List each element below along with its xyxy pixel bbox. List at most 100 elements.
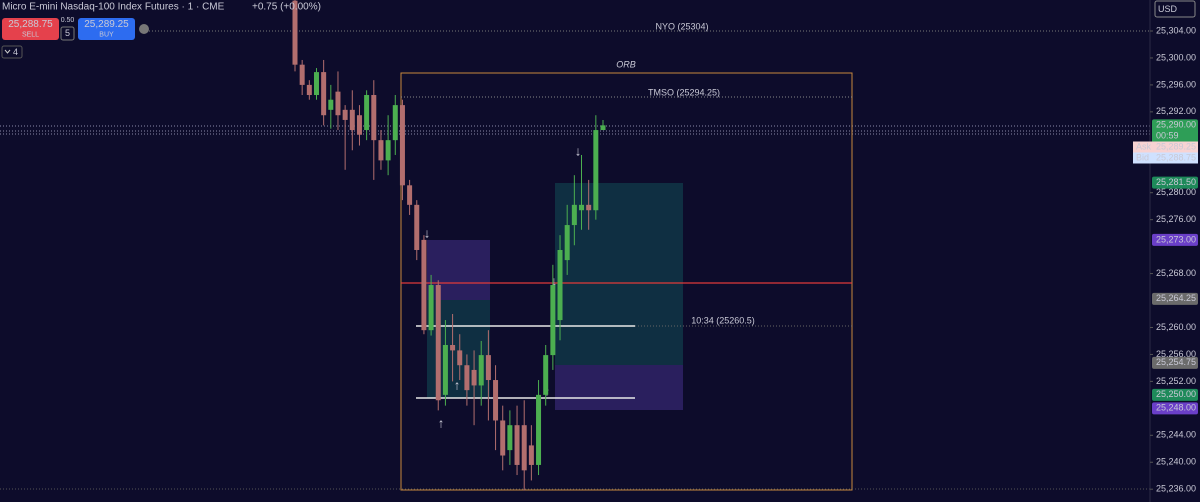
candle-body (536, 394, 542, 465)
candle-body (557, 249, 563, 321)
candle-body (464, 365, 470, 391)
price-change: +0.75 (+0.00%) (252, 2, 321, 13)
candle-body (335, 91, 341, 116)
y-tick-label: 25,240.00 (1156, 457, 1196, 467)
buy-button[interactable] (78, 18, 135, 40)
candle-body (321, 72, 327, 116)
candle-body (313, 72, 319, 96)
candle-body (478, 355, 484, 386)
candle-body (579, 204, 585, 211)
candle-body (349, 109, 355, 131)
candle-body (385, 140, 391, 161)
buy-price[interactable]: 25,289.25 (84, 19, 129, 30)
candle-body (328, 99, 334, 110)
y-tick-label: 25,300.00 (1156, 52, 1196, 62)
currency[interactable]: USD (1158, 4, 1178, 14)
sell-price[interactable]: 25,288.75 (8, 19, 53, 30)
price-axis-labels: 25,236.00 25,240.00 25,244.00 25,252.00 25,2… (1133, 25, 1198, 494)
sell-arrow: ↓ (551, 273, 558, 288)
ask-price: 25,289.25 (1156, 141, 1196, 151)
price-badge (1152, 356, 1198, 369)
candle-body (471, 369, 477, 386)
candle-body (392, 105, 398, 141)
price-badge (1152, 233, 1198, 246)
candle-body (571, 204, 577, 226)
price-badge-label: 25,273.00 (1156, 234, 1196, 244)
price-badge (1152, 119, 1198, 144)
annotation: 10:34 (25260.5) (691, 315, 755, 325)
candle-body (600, 125, 606, 131)
sell-arrow: ↓ (424, 225, 431, 240)
candle-body (306, 84, 312, 96)
candle-body (521, 425, 527, 471)
countdown: 00:59 (1156, 131, 1179, 141)
quantity[interactable]: 5 (65, 28, 70, 38)
indicators-count[interactable]: 4 (13, 47, 18, 57)
candle-body (500, 420, 506, 456)
y-tick-label: 25,236.00 (1156, 484, 1196, 494)
info-icon[interactable] (139, 24, 149, 34)
price-badge-label: 25,248.00 (1156, 403, 1196, 413)
price-badge-label: 25,281.50 (1156, 177, 1196, 187)
y-tick-label: 25,296.00 (1156, 79, 1196, 89)
candle-body (450, 344, 456, 351)
candle-body (356, 115, 362, 135)
price-badge (1152, 176, 1198, 189)
bid-tag: Bid (1136, 152, 1149, 162)
annotation: NYO (25304) (655, 21, 708, 31)
candle-body (507, 425, 513, 451)
spread: 0.50 (61, 17, 75, 24)
candle-body (593, 130, 599, 211)
candle-body (457, 350, 463, 366)
candle-body (378, 140, 384, 161)
sell-label[interactable]: SELL (22, 31, 39, 38)
bid-price: 25,288.75 (1156, 152, 1196, 162)
annotation: ORB (616, 59, 636, 69)
candle-body (421, 239, 427, 331)
quantity-box[interactable] (60, 26, 75, 41)
y-tick-label: 25,292.00 (1156, 106, 1196, 116)
annotation: TMSO (25294.25) (648, 87, 720, 97)
candle-body (407, 185, 413, 205)
price-badge (1152, 292, 1198, 305)
price-axis (1150, 0, 1200, 502)
sell-button[interactable] (2, 18, 59, 40)
candle-body (442, 344, 448, 395)
zone (555, 365, 683, 410)
candle-body (364, 95, 370, 131)
y-tick-label: 25,268.00 (1156, 268, 1196, 278)
price-badge-label: 25,250.00 (1156, 389, 1196, 399)
buy-arrow: ↑ (438, 415, 445, 430)
candle-body (292, 0, 298, 65)
candle-body (514, 425, 520, 465)
candle-body (342, 109, 348, 120)
candles (292, 0, 606, 491)
candle-body (586, 204, 592, 211)
price-badge-label: 25,254.75 (1156, 357, 1196, 367)
candle-body (399, 105, 405, 186)
ask-badge (1133, 141, 1198, 153)
price-badge (1152, 402, 1198, 415)
sell-arrow: ↓ (575, 143, 582, 158)
y-tick-label: 25,252.00 (1156, 376, 1196, 386)
buy-arrow: ↑ (454, 377, 461, 392)
candle-body (299, 64, 305, 85)
candle-body (528, 445, 534, 465)
candle-body (543, 355, 549, 395)
candle-body (493, 380, 499, 421)
candle-body (485, 355, 491, 381)
symbol-title: Micro E-mini Nasdaq-100 Index Futures · … (2, 2, 225, 13)
currency-button[interactable] (1154, 0, 1196, 18)
indicators-toggle[interactable] (1, 45, 23, 59)
candle-body (371, 95, 377, 141)
price-badge-label: 25,264.25 (1156, 293, 1196, 303)
chevron (4, 49, 11, 54)
candle-body (550, 285, 556, 356)
candle-body (414, 204, 420, 250)
buy-label[interactable]: BUY (99, 31, 114, 38)
ask-tag: Ask (1136, 141, 1152, 151)
orb-box (400, 72, 853, 491)
y-tick-label: 25,304.00 (1156, 25, 1196, 35)
